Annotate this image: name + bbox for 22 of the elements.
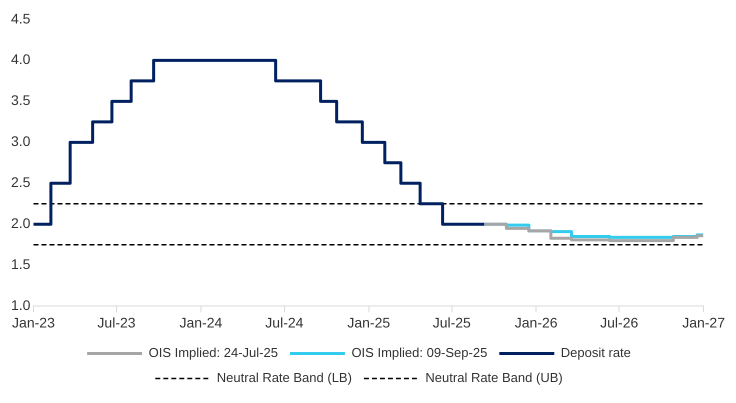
y-tick-label: 2.5 [10,174,31,190]
legend-label: OIS Implied: 24-Jul-25 [148,345,278,360]
x-tick-label: Jan-24 [179,314,222,330]
legend-label: Neutral Rate Band (UB) [425,370,563,386]
legend-label: OIS Implied: 09-Sep-25 [351,345,488,360]
y-tick-label: 4.5 [10,10,31,26]
y-tick-label: 1.5 [10,256,31,272]
x-tick-label: Jul-24 [265,314,304,330]
legend-label: Neutral Rate Band (LB) [216,370,352,386]
x-tick-label: Jan-27 [682,314,726,330]
x-tick-label: Jan-23 [12,314,56,330]
x-tick-label: Jul-23 [97,314,136,330]
y-tick-label: 3.5 [10,92,31,108]
x-tick-label: Jul-26 [600,314,638,330]
y-tick-label: 2.0 [10,215,31,232]
x-tick-label: Jul-25 [432,314,472,330]
x-tick-label: Jan-25 [347,314,390,330]
y-tick-label: 3.0 [10,133,31,150]
legend-label: Deposit rate [560,345,631,360]
y-tick-label: 4.0 [10,51,31,68]
y-tick-label: 1.0 [10,297,31,314]
x-tick-label: Jan-26 [514,314,558,330]
